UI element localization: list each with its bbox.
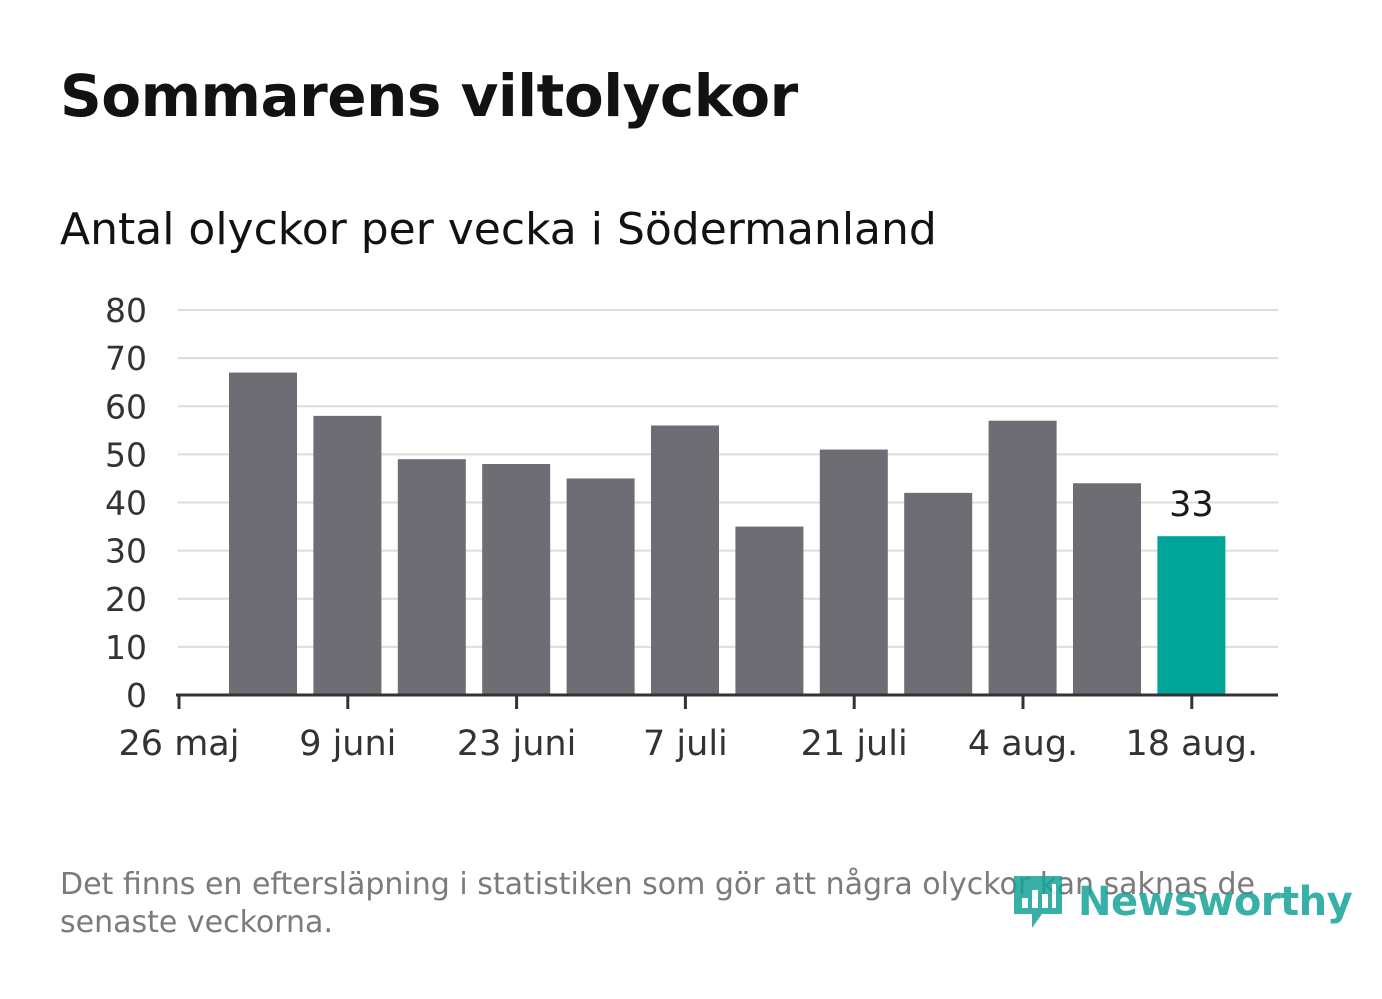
bar bbox=[482, 464, 551, 695]
y-tick-label: 30 bbox=[105, 532, 147, 571]
y-tick-label: 40 bbox=[105, 484, 147, 523]
y-tick-label: 20 bbox=[105, 580, 147, 619]
x-tick-label: 4 aug. bbox=[968, 724, 1078, 764]
x-tick-label: 18 aug. bbox=[1125, 724, 1258, 764]
bar bbox=[735, 526, 804, 695]
labels: 0 10 20 30 40 50 60 70 80 33 26 maj 9 juni 23 juni 7 … bbox=[105, 291, 1258, 764]
y-tick-label: 60 bbox=[105, 387, 147, 426]
bar bbox=[651, 425, 719, 695]
bar bbox=[1073, 483, 1141, 695]
bar bbox=[904, 492, 973, 695]
y-tick-label: 50 bbox=[105, 435, 147, 474]
newsworthy-logo: Newsworthy bbox=[1010, 872, 1353, 932]
bar-chart: 0 10 20 30 40 50 60 70 80 33 26 maj 9 juni 23 juni 7 … bbox=[105, 291, 1278, 764]
axes bbox=[176, 693, 1278, 709]
footnote: Det finns en eftersläpning i statistiken… bbox=[60, 867, 1255, 940]
bar bbox=[229, 372, 297, 695]
y-tick-label: 70 bbox=[105, 339, 147, 378]
bar bbox=[313, 415, 382, 695]
x-tick-label: 23 juni bbox=[457, 724, 576, 764]
x-tick-label: 9 juni bbox=[299, 724, 396, 764]
bars bbox=[229, 372, 1226, 695]
bar-highlighted bbox=[1157, 536, 1226, 695]
x-tick-label: 7 juli bbox=[643, 724, 728, 764]
bar bbox=[566, 478, 635, 695]
x-tick-label: 21 juli bbox=[801, 724, 908, 764]
bar bbox=[819, 449, 888, 695]
y-tick-label: 80 bbox=[105, 291, 147, 330]
bar bbox=[988, 420, 1057, 695]
brand-name: Newsworthy bbox=[1078, 879, 1353, 925]
bar bbox=[397, 459, 466, 695]
y-tick-label: 10 bbox=[105, 628, 147, 667]
x-tick-label: 26 maj bbox=[119, 724, 240, 764]
y-tick-label: 0 bbox=[126, 676, 147, 715]
chart-title: Sommarens viltolyckor bbox=[60, 62, 798, 130]
chart-subtitle: Antal olyckor per vecka i Södermanland bbox=[60, 204, 937, 255]
bar-chart-speech-bubble-icon bbox=[1014, 876, 1062, 928]
data-label-latest: 33 bbox=[1169, 485, 1214, 525]
